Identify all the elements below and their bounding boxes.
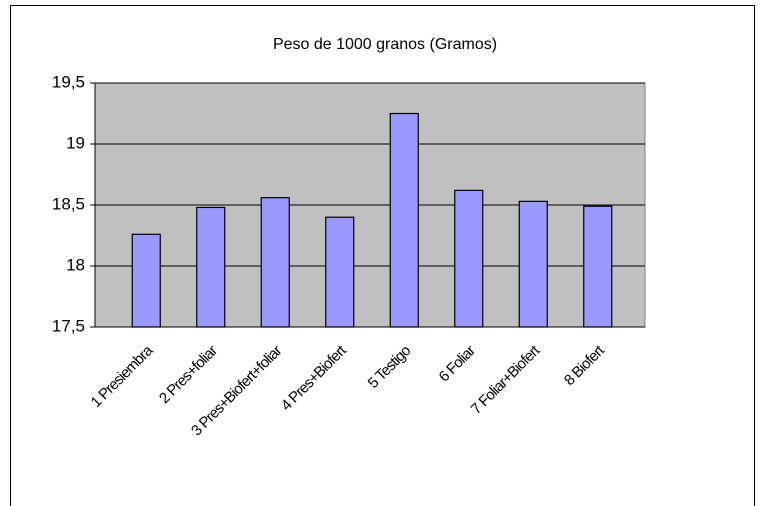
y-tick-label: 18 — [66, 255, 85, 274]
bar — [583, 205, 613, 328]
y-tick-label: 19 — [66, 133, 85, 152]
bar — [325, 216, 355, 328]
bar — [518, 200, 548, 328]
bar — [389, 112, 419, 328]
bar — [196, 206, 226, 328]
chart-title: Peso de 1000 granos (Gramos) — [273, 36, 497, 53]
y-tick-label: 19,5 — [52, 72, 85, 91]
y-tick-label: 17,5 — [52, 316, 85, 335]
bar — [454, 189, 484, 328]
bar — [260, 197, 290, 328]
bar — [131, 233, 161, 328]
y-tick-label: 18,5 — [52, 194, 85, 213]
